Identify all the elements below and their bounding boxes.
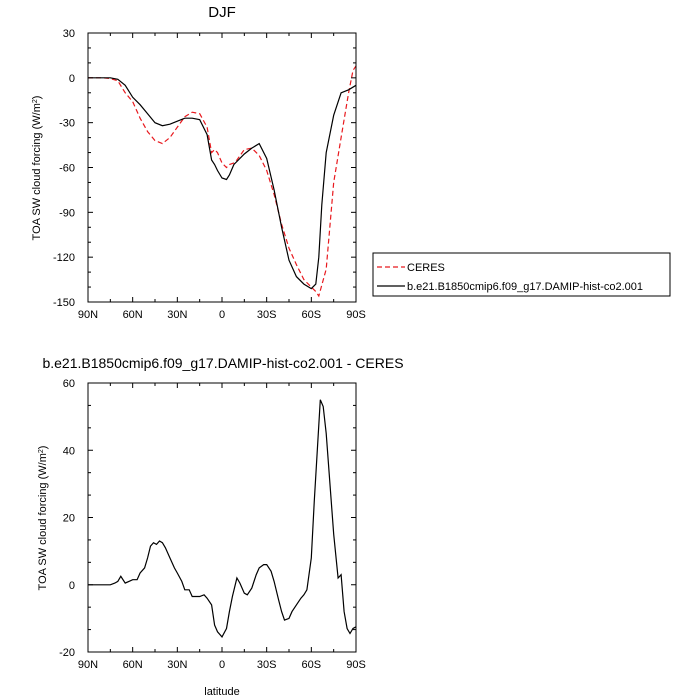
x-tick-label-bottom: 30N bbox=[167, 659, 187, 671]
x-tick-label-top: 0 bbox=[219, 309, 225, 321]
legend-box bbox=[372, 252, 671, 297]
legend-label-model: b.e21.B1850cmip6.f09_g17.DAMIP-hist-co2.… bbox=[407, 281, 643, 293]
x-tick-label-bottom: 60N bbox=[123, 659, 143, 671]
x-tick-label-top: 90N bbox=[78, 309, 98, 321]
y-tick-label-top: -30 bbox=[59, 118, 75, 130]
y-tick-label-top: -60 bbox=[59, 163, 75, 175]
y-axis-label-bottom: TOA SW cloud forcing (W/m2) bbox=[37, 446, 49, 591]
x-tick-label-bottom: 30S bbox=[257, 659, 277, 671]
y-axis-label-top-base: TOA SW cloud forcing (W/m bbox=[31, 103, 43, 240]
x-tick-label-bottom: 0 bbox=[219, 659, 225, 671]
chart-title-difference: b.e21.B1850cmip6.f09_g17.DAMIP-hist-co2.… bbox=[42, 355, 403, 371]
x-tick-label-top: 60S bbox=[302, 309, 322, 321]
x-tick-label-bottom: 60S bbox=[302, 659, 322, 671]
series-line-bottom-model bbox=[88, 399, 357, 638]
ticks-top: 90N 60N 30N 0 30S 60S 90S 30 0 -30 -60 -90 -120 -150 bbox=[53, 28, 366, 321]
series-line-top-ceres bbox=[88, 65, 357, 298]
legend: CERES b.e21.B1850cmip6.f09_g17.DAMIP-his… bbox=[372, 252, 671, 297]
y-tick-label-top: -150 bbox=[53, 297, 75, 309]
y-axis-label-bottom-base: TOA SW cloud forcing (W/m bbox=[37, 453, 49, 590]
y-tick-label-top: 0 bbox=[69, 73, 75, 85]
chart-title-djf: DJF bbox=[208, 4, 236, 21]
x-tick-label-top: 30N bbox=[167, 309, 187, 321]
panel-difference: b.e21.B1850cmip6.f09_g17.DAMIP-hist-co2.… bbox=[37, 355, 404, 698]
x-tick-label-top: 60N bbox=[123, 309, 143, 321]
y-axis-label-bottom-sup: 2 bbox=[38, 449, 45, 453]
y-tick-label-bottom: 40 bbox=[63, 445, 75, 457]
series-top bbox=[88, 65, 357, 298]
y-tick-label-top: -90 bbox=[59, 207, 75, 219]
series-bottom bbox=[88, 399, 357, 638]
y-tick-label-top: -120 bbox=[53, 252, 75, 264]
y-tick-label-bottom: 60 bbox=[63, 378, 75, 390]
x-tick-label-top: 30S bbox=[257, 309, 277, 321]
y-axis-label-top: TOA SW cloud forcing (W/m2) bbox=[31, 96, 43, 241]
legend-label-ceres: CERES bbox=[407, 262, 445, 274]
x-tick-label-bottom: 90S bbox=[346, 659, 366, 671]
ticks-bottom: 90N 60N 30N 0 30S 60S 90S 60 40 20 0 -20 bbox=[59, 378, 366, 671]
y-tick-label-bottom: -20 bbox=[59, 647, 75, 659]
y-tick-label-bottom: 20 bbox=[63, 513, 75, 525]
plot-frame-bottom bbox=[87, 382, 357, 653]
plot-frame-top bbox=[87, 32, 357, 303]
y-axis-label-bottom-close: ) bbox=[37, 446, 49, 450]
y-tick-label-bottom: 0 bbox=[69, 580, 75, 592]
x-tick-label-bottom: 90N bbox=[78, 659, 98, 671]
x-axis-label-bottom: latitude bbox=[204, 686, 239, 698]
x-tick-label-top: 90S bbox=[346, 309, 366, 321]
y-axis-label-top-sup: 2 bbox=[32, 99, 39, 103]
y-axis-label-top-close: ) bbox=[31, 96, 43, 100]
series-line-top-model bbox=[88, 77, 357, 290]
panel-djf: DJF TOA SW cloud forcing (W/m2) 90N 60N 30… bbox=[31, 4, 671, 321]
y-tick-label-top: 30 bbox=[63, 28, 75, 40]
